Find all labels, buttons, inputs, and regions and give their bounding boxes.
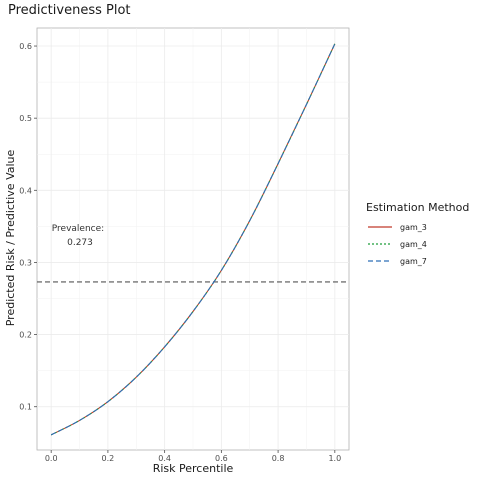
axis-ticks: 0.0 0.2 0.4 0.6 0.8 1.0 0.1 0.2 0.3 0.4 0.5 0.6 xyxy=(19,42,341,463)
chart-title: Predictiveness Plot xyxy=(8,3,131,18)
legend-label-gam_3: gam_3 xyxy=(400,223,427,232)
x-tick-label: 0.2 xyxy=(102,454,115,463)
legend-label-gam_7: gam_7 xyxy=(400,257,427,266)
x-tick-label: 0.8 xyxy=(272,454,285,463)
series-lines xyxy=(50,43,336,436)
prevalence-label: Prevalence: xyxy=(52,224,104,234)
x-tick-label: 0.4 xyxy=(158,454,171,463)
legend-title: Estimation Method xyxy=(366,201,469,214)
y-tick-label: 0.5 xyxy=(19,114,32,123)
y-tick-label: 0.2 xyxy=(19,331,32,340)
y-tick-label: 0.6 xyxy=(19,42,32,51)
y-tick-label: 0.1 xyxy=(19,403,32,412)
y-axis-title: Predicted Risk / Predictive Value xyxy=(4,149,17,326)
grid-lines xyxy=(37,28,349,450)
x-axis-title: Risk Percentile xyxy=(153,462,234,475)
x-tick-label: 0.0 xyxy=(45,454,58,463)
series-line-gam_7 xyxy=(50,43,336,436)
y-tick-label: 0.4 xyxy=(19,186,32,195)
x-tick-label: 1.0 xyxy=(328,454,341,463)
legend-label-gam_4: gam_4 xyxy=(400,240,427,249)
legend: gam_3 gam_4 gam_7 xyxy=(368,223,427,266)
y-tick-label: 0.3 xyxy=(19,258,32,267)
x-tick-label: 0.6 xyxy=(215,454,228,463)
prevalence-value: 0.273 xyxy=(67,238,93,248)
